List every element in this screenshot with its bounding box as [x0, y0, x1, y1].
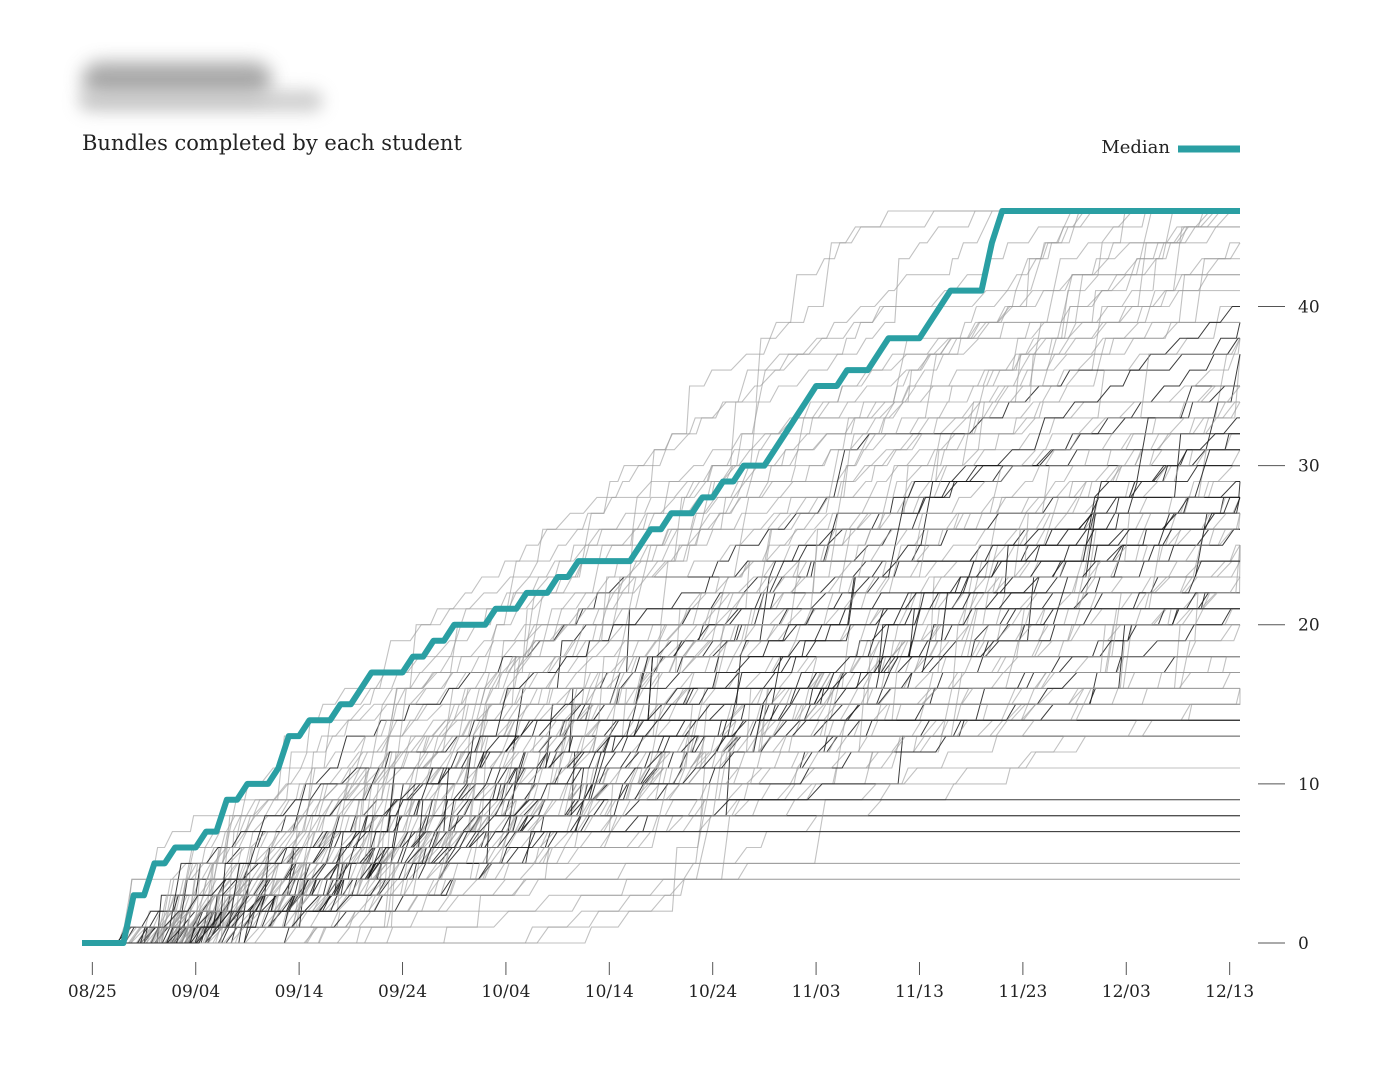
- student-line: [82, 321, 1240, 944]
- student-line: [82, 544, 1241, 944]
- student-line: [82, 354, 1241, 944]
- student-line: [82, 671, 1240, 944]
- student-lines: [82, 210, 1241, 944]
- x-tick-label: 12/13: [1205, 982, 1254, 1002]
- student-line: [82, 671, 1240, 944]
- student-line: [82, 512, 1240, 944]
- x-tick-label: 09/24: [378, 982, 427, 1002]
- student-line: [82, 513, 1241, 944]
- student-line: [82, 449, 1241, 944]
- student-line: [82, 226, 1240, 944]
- student-line: [82, 306, 1240, 944]
- y-axis: 0 10 20 30 40: [1258, 297, 1320, 954]
- student-line: [82, 274, 1240, 944]
- student-line: [82, 449, 1240, 944]
- student-line: [82, 624, 1240, 944]
- y-tick-label: 10: [1298, 775, 1320, 795]
- x-tick-label: 11/13: [895, 982, 944, 1002]
- x-axis: 08/25 09/04 09/14 09/24 10/04 10/14 10/24 11/03…: [68, 962, 1254, 1002]
- legend-label-median: Median: [1101, 137, 1170, 158]
- student-line: [82, 608, 1240, 944]
- student-line: [82, 354, 1241, 944]
- student-line: [82, 274, 1240, 944]
- y-tick-label: 0: [1298, 934, 1309, 954]
- legend: Median: [1101, 137, 1240, 158]
- student-line: [82, 481, 1240, 944]
- student-line: [82, 290, 1240, 944]
- median-layer: [82, 208, 1240, 946]
- x-tick-label: 10/14: [585, 982, 634, 1002]
- student-line: [82, 449, 1240, 944]
- student-line: [82, 513, 1241, 944]
- y-tick-label: 30: [1298, 457, 1320, 477]
- student-line: [82, 512, 1240, 944]
- student-line: [82, 210, 1240, 944]
- student-line: [82, 512, 1240, 944]
- student-line: [82, 242, 1240, 944]
- student-line: [82, 656, 1240, 944]
- x-tick-label: 09/04: [171, 982, 220, 1002]
- x-tick-label: 12/03: [1102, 982, 1151, 1002]
- student-line: [82, 449, 1240, 944]
- x-tick-label: 11/03: [792, 982, 841, 1002]
- student-line: [82, 560, 1241, 944]
- student-line: [82, 608, 1240, 944]
- student-line: [82, 512, 1240, 944]
- student-line: [82, 449, 1240, 944]
- y-tick-label: 40: [1298, 297, 1320, 317]
- x-tick-label: 10/24: [688, 982, 737, 1002]
- student-line: [82, 226, 1240, 944]
- student-line: [82, 545, 1241, 944]
- x-tick-label: 10/04: [481, 982, 530, 1002]
- chart-subtitle: Bundles completed by each student: [82, 131, 462, 155]
- student-line: [82, 608, 1240, 944]
- x-tick-label: 11/23: [998, 982, 1047, 1002]
- student-line: [82, 560, 1240, 944]
- x-tick-label: 08/25: [68, 982, 117, 1002]
- median-line: [82, 208, 1240, 946]
- student-line: [82, 831, 1240, 944]
- student-line: [82, 210, 1240, 944]
- student-line: [82, 449, 1240, 944]
- blurred-title: [70, 58, 330, 124]
- y-tick-label: 20: [1298, 616, 1320, 636]
- student-line: [82, 258, 1240, 944]
- student-line: [82, 767, 1240, 944]
- student-line: [82, 401, 1241, 944]
- x-tick-label: 09/14: [275, 982, 324, 1002]
- student-line: [82, 512, 1240, 944]
- student-line: [82, 385, 1241, 944]
- student-line: [82, 497, 1241, 944]
- student-line: [82, 481, 1241, 944]
- student-line: [82, 449, 1240, 944]
